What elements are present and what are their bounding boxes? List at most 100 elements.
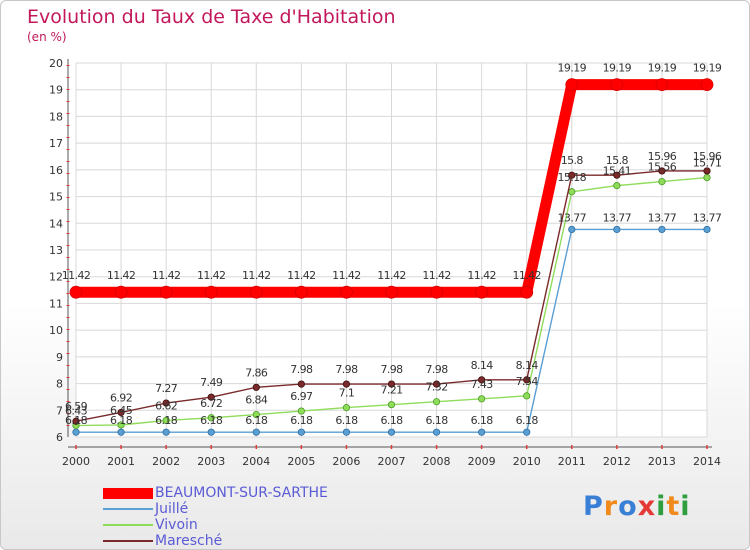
legend-item: Juillé <box>103 501 443 517</box>
data-point <box>249 285 263 299</box>
data-point <box>69 285 83 299</box>
data-point <box>700 78 714 92</box>
data-point <box>159 285 173 299</box>
data-label: 15.71 <box>693 157 722 170</box>
data-point <box>658 167 666 175</box>
data-point <box>703 225 711 234</box>
data-label: 11.42 <box>107 269 136 282</box>
data-point <box>568 171 576 179</box>
data-label: 6.92 <box>110 391 132 404</box>
data-label: 6.18 <box>290 414 313 427</box>
data-label: 6.18 <box>245 414 268 427</box>
data-label: 13.77 <box>648 211 677 224</box>
x-tick-label: 2010 <box>513 455 541 468</box>
y-tick-label: 18 <box>49 110 63 123</box>
data-point <box>565 78 579 92</box>
data-point <box>658 178 666 186</box>
data-label: 15.8 <box>561 154 584 167</box>
data-point <box>478 428 486 436</box>
data-point <box>613 182 621 190</box>
data-point <box>297 380 305 388</box>
data-label: 7.43 <box>471 378 494 391</box>
logo-letter: x <box>637 491 657 522</box>
logo-letter: r <box>603 491 619 522</box>
y-tick-label: 7 <box>56 404 63 417</box>
y-tick-label: 15 <box>49 191 63 204</box>
x-tick-label: 2008 <box>423 455 451 468</box>
data-label: 11.42 <box>62 269 91 282</box>
x-tick-label: 2000 <box>62 455 90 468</box>
data-label: 7.27 <box>155 382 178 395</box>
data-point <box>703 174 711 182</box>
data-point <box>520 285 534 299</box>
data-point <box>385 285 398 299</box>
data-label: 11.42 <box>467 269 496 282</box>
legend-swatch <box>103 508 153 510</box>
data-point <box>655 78 669 92</box>
data-label: 6.43 <box>65 405 88 418</box>
y-tick-label: 19 <box>49 84 63 97</box>
data-point <box>342 404 351 412</box>
data-label: 6.18 <box>200 414 223 427</box>
x-tick-label: 2006 <box>332 455 360 468</box>
x-tick-label: 2013 <box>648 455 676 468</box>
data-point <box>568 225 576 234</box>
data-label: 8.14 <box>471 359 494 372</box>
y-tick-label: 13 <box>49 244 63 257</box>
y-tick-label: 9 <box>56 351 63 364</box>
y-tick-label: 12 <box>49 271 63 284</box>
data-label: 19.19 <box>603 62 632 75</box>
legend-label: Maresché <box>155 533 223 549</box>
data-label: 6.72 <box>200 397 222 410</box>
data-label: 7.32 <box>426 381 448 394</box>
data-point <box>613 171 621 179</box>
data-label: 6.45 <box>110 404 133 417</box>
data-point <box>297 428 305 436</box>
y-tick-label: 14 <box>49 217 63 230</box>
data-label: 15.96 <box>693 150 722 163</box>
data-label: 15.8 <box>606 154 629 167</box>
x-tick-label: 2011 <box>558 455 586 468</box>
legend-item: Maresché <box>103 533 443 549</box>
legend-swatch <box>103 487 153 499</box>
data-point <box>432 380 441 388</box>
data-label: 6.18 <box>65 414 88 427</box>
data-label: 11.42 <box>242 269 271 282</box>
data-label: 7.1 <box>339 387 355 400</box>
y-tick-label: 17 <box>49 137 63 150</box>
x-tick-label: 2004 <box>242 455 270 468</box>
data-point <box>162 428 170 436</box>
x-tick-label: 2001 <box>107 455 135 468</box>
data-label: 11.42 <box>332 269 361 282</box>
y-tick-label: 10 <box>49 324 63 337</box>
data-point <box>613 225 621 234</box>
data-label: 7.86 <box>245 366 268 379</box>
data-label: 19.19 <box>693 62 722 75</box>
data-label: 6.18 <box>516 414 539 427</box>
data-label: 11.42 <box>422 269 451 282</box>
proxiti-logo: Proxiti <box>583 491 691 522</box>
data-point <box>117 428 125 436</box>
data-label: 7.21 <box>380 384 402 397</box>
data-point <box>432 398 441 406</box>
data-label: 11.42 <box>377 269 406 282</box>
data-point <box>430 285 443 299</box>
data-point <box>114 285 128 299</box>
data-label: 6.62 <box>155 399 177 412</box>
data-point <box>342 380 351 388</box>
data-label: 11.42 <box>512 269 541 282</box>
data-label: 6.18 <box>471 414 494 427</box>
data-point <box>387 401 396 409</box>
data-point <box>478 376 486 384</box>
data-label: 7.98 <box>426 363 449 376</box>
data-point <box>568 188 576 196</box>
data-point <box>72 417 80 425</box>
data-label: 13.77 <box>603 211 632 224</box>
data-point <box>162 416 170 425</box>
data-label: 6.18 <box>335 414 358 427</box>
x-tick-label: 2007 <box>378 455 406 468</box>
legend-item: Vivoin <box>103 517 443 533</box>
data-label: 15.41 <box>603 165 632 178</box>
